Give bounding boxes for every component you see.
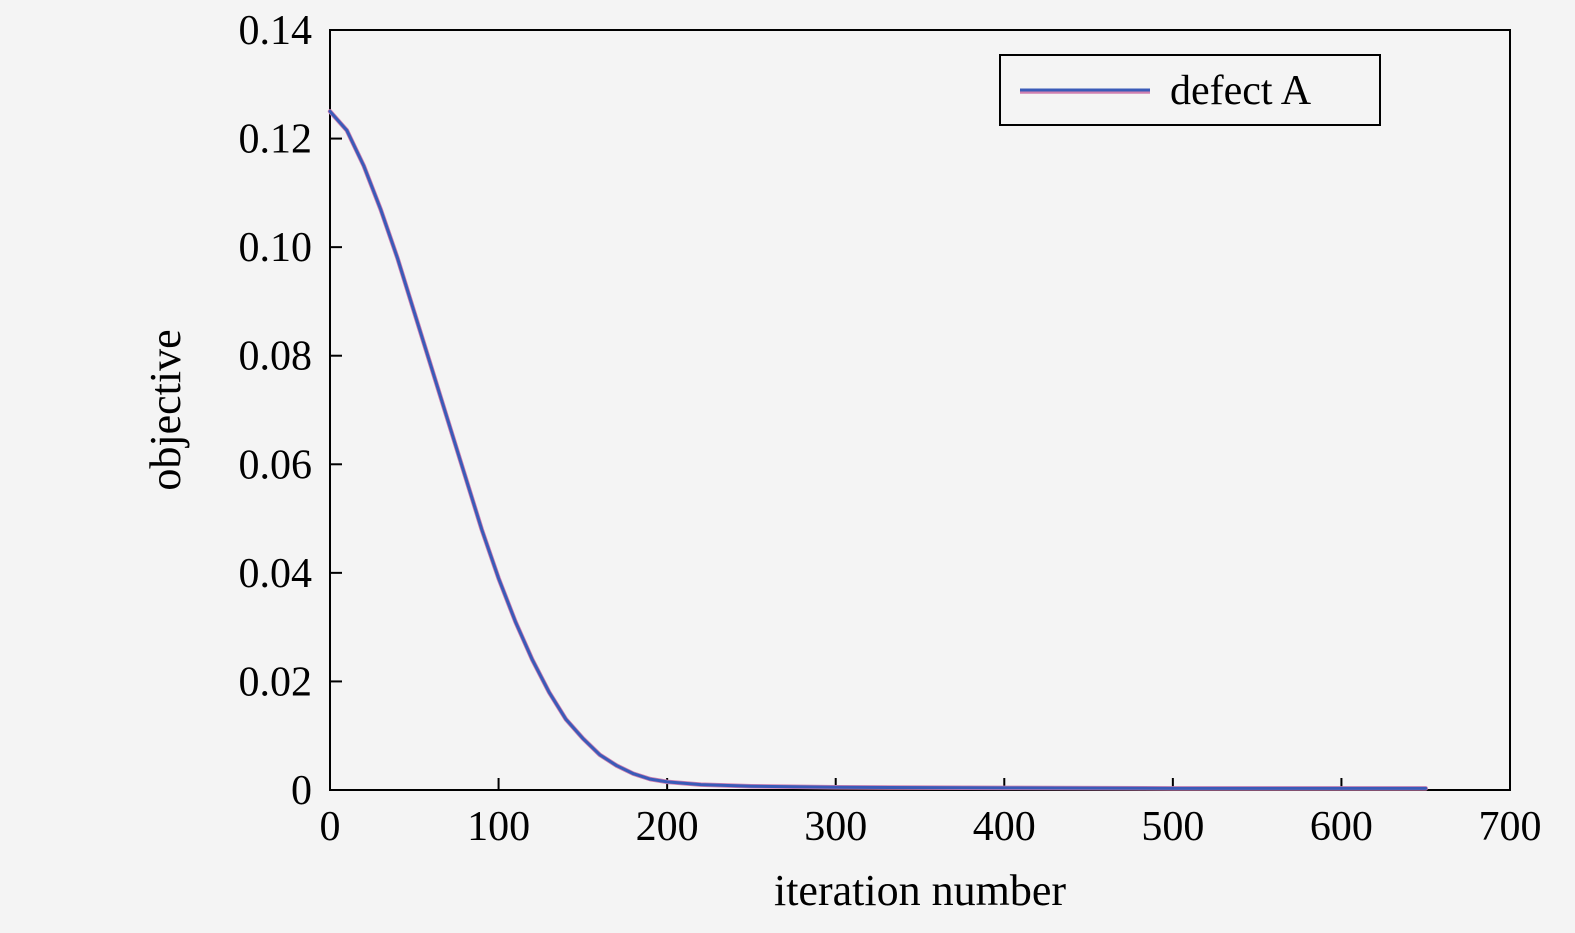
x-tick-label: 0 [320, 804, 341, 850]
y-tick-label: 0.12 [239, 117, 313, 163]
y-tick-label: 0.08 [239, 334, 313, 380]
x-axis-label: iteration number [774, 866, 1066, 915]
y-tick-label: 0 [291, 768, 312, 814]
x-tick-label: 700 [1479, 804, 1542, 850]
y-tick-label: 0.04 [239, 551, 313, 597]
chart-container: 0 100 200 300 400 500 600 700 0 0.02 0.04 0.06 0.08 0… [0, 0, 1575, 933]
y-tick-label: 0.06 [239, 442, 313, 488]
x-tick-label: 500 [1141, 804, 1204, 850]
y-tick-label: 0.14 [239, 8, 313, 54]
x-tick-label: 400 [973, 804, 1036, 850]
legend-label: defect A [1170, 68, 1312, 114]
y-tick-label: 0.02 [239, 659, 313, 705]
x-tick-label: 300 [804, 804, 867, 850]
y-axis-label: objective [141, 329, 190, 490]
x-tick-label: 100 [467, 804, 530, 850]
x-tick-label: 600 [1310, 804, 1373, 850]
x-tick-label: 200 [636, 804, 699, 850]
y-tick-label: 0.10 [239, 225, 313, 271]
line-chart: 0 100 200 300 400 500 600 700 0 0.02 0.04 0.06 0.08 0… [0, 0, 1575, 933]
